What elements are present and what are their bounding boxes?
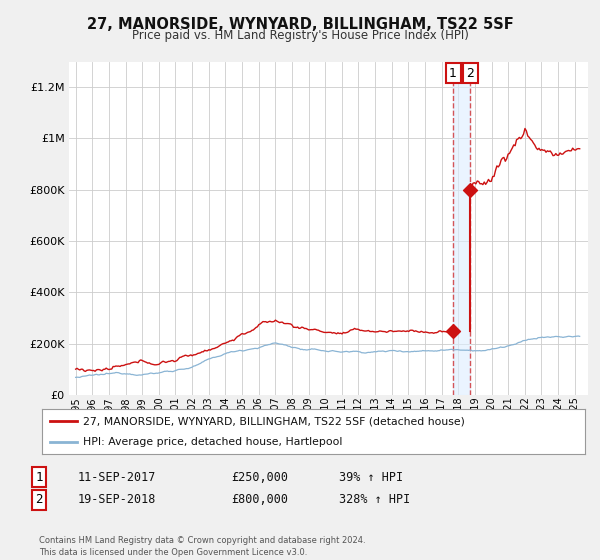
Text: HPI: Average price, detached house, Hartlepool: HPI: Average price, detached house, Hart… [83, 436, 342, 446]
Text: 19-SEP-2018: 19-SEP-2018 [78, 493, 157, 506]
Text: Price paid vs. HM Land Registry's House Price Index (HPI): Price paid vs. HM Land Registry's House … [131, 29, 469, 42]
Text: 2: 2 [466, 67, 474, 80]
Text: 27, MANORSIDE, WYNYARD, BILLINGHAM, TS22 5SF: 27, MANORSIDE, WYNYARD, BILLINGHAM, TS22… [86, 17, 514, 32]
Text: 1: 1 [35, 470, 43, 484]
Text: £800,000: £800,000 [231, 493, 288, 506]
Point [448, 326, 458, 335]
Point [466, 185, 475, 194]
Text: 2: 2 [35, 493, 43, 506]
Text: 1: 1 [449, 67, 457, 80]
Bar [453, 62, 470, 395]
Text: £250,000: £250,000 [231, 470, 288, 484]
Text: 39% ↑ HPI: 39% ↑ HPI [339, 470, 403, 484]
Text: 27, MANORSIDE, WYNYARD, BILLINGHAM, TS22 5SF (detached house): 27, MANORSIDE, WYNYARD, BILLINGHAM, TS22… [83, 416, 464, 426]
Text: Contains HM Land Registry data © Crown copyright and database right 2024.
This d: Contains HM Land Registry data © Crown c… [39, 536, 365, 557]
Text: 11-SEP-2017: 11-SEP-2017 [78, 470, 157, 484]
Text: 328% ↑ HPI: 328% ↑ HPI [339, 493, 410, 506]
